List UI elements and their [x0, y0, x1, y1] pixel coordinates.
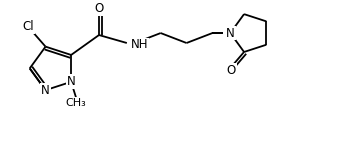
Text: N: N: [41, 84, 50, 97]
Text: O: O: [94, 2, 104, 15]
Text: CH₃: CH₃: [66, 98, 86, 108]
Text: O: O: [226, 64, 236, 77]
Text: N: N: [226, 26, 235, 40]
Text: NH: NH: [131, 38, 148, 52]
Text: N: N: [224, 26, 233, 40]
Text: N: N: [67, 75, 75, 88]
Text: Cl: Cl: [23, 20, 34, 33]
